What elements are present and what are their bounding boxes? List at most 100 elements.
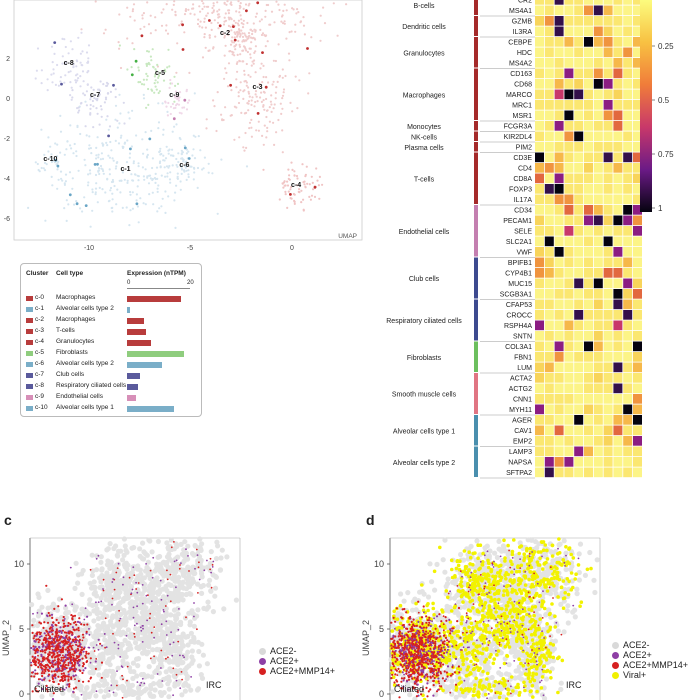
background-cell xyxy=(494,554,500,561)
ace2-cell xyxy=(56,667,59,670)
cell-point xyxy=(207,162,210,165)
cell-point xyxy=(82,92,85,95)
cell-point xyxy=(269,100,272,103)
heatmap-cell xyxy=(584,205,593,215)
heatmap-cell xyxy=(584,331,593,341)
background-cell xyxy=(136,685,142,692)
cell-point xyxy=(179,138,182,141)
ace2-cell xyxy=(175,586,177,589)
cell-point xyxy=(87,181,90,184)
ace2-cell xyxy=(35,638,38,641)
heatmap-cell xyxy=(544,383,554,394)
cell-point xyxy=(90,86,93,89)
cell-point xyxy=(184,8,188,11)
cell-point xyxy=(67,71,70,74)
cell-point xyxy=(59,76,63,79)
background-cell xyxy=(145,598,151,604)
cluster-label: c-4 xyxy=(291,182,301,189)
cell-point xyxy=(95,98,98,101)
ace2-cell xyxy=(57,654,60,657)
cell-point xyxy=(177,152,180,155)
cell-point xyxy=(225,71,228,74)
background-cell xyxy=(78,687,84,693)
background-cell xyxy=(455,624,461,630)
ace2-cell xyxy=(133,636,136,638)
ace2-cell xyxy=(175,679,178,682)
cell-point xyxy=(72,152,75,155)
heatmap-cell xyxy=(633,247,642,257)
ace2-cell xyxy=(67,641,70,644)
cell-point xyxy=(247,74,250,77)
cell-point xyxy=(63,153,66,156)
cell-point xyxy=(40,166,43,170)
background-cell xyxy=(128,606,134,612)
heatmap-cell xyxy=(593,352,603,362)
heatmap-cell xyxy=(593,299,603,310)
heatmap-cell xyxy=(584,5,593,16)
cell-point xyxy=(245,84,248,87)
cell-point xyxy=(97,156,100,159)
cell-point xyxy=(197,18,200,21)
cell-point xyxy=(142,202,145,205)
cell-point xyxy=(53,52,56,56)
cell-point xyxy=(220,113,223,116)
ace2-cell xyxy=(62,672,65,675)
ace2-cell xyxy=(66,646,69,649)
highlight-point xyxy=(172,117,176,121)
heatmap-cell xyxy=(613,404,623,415)
cell-point xyxy=(203,33,206,36)
background-cell xyxy=(115,553,121,559)
background-cell xyxy=(45,587,51,593)
cell-point xyxy=(287,177,290,180)
cluster-cell-type: Alveolar cells type 2 xyxy=(56,360,114,367)
ace2-cell xyxy=(59,626,62,629)
ace2-cell xyxy=(57,669,60,672)
cell-point xyxy=(247,90,250,93)
cell-point xyxy=(284,184,287,187)
heatmap-cell xyxy=(574,163,584,173)
heatmap-cell xyxy=(584,383,593,394)
background-cell xyxy=(118,548,124,554)
cell-point xyxy=(51,184,54,187)
cell-point xyxy=(275,0,278,3)
heatmap-cell xyxy=(633,352,642,362)
cell-point xyxy=(237,31,240,34)
heatmap-cell xyxy=(574,68,584,79)
background-cell xyxy=(113,639,119,645)
background-cell xyxy=(166,554,172,560)
background-cell xyxy=(188,591,194,597)
cell-point xyxy=(174,84,177,87)
heatmap-cell xyxy=(544,457,554,467)
background-cell xyxy=(112,647,118,653)
gene-label: GZMB xyxy=(512,19,533,26)
cell-point xyxy=(230,1,233,4)
cell-point xyxy=(137,69,140,72)
heatmap-cell xyxy=(564,215,574,226)
cell-point xyxy=(137,165,140,168)
cell-point xyxy=(142,175,145,178)
gene-label: CD34 xyxy=(514,208,532,215)
x-tick: -10 xyxy=(84,245,94,252)
cell-point xyxy=(243,89,246,92)
cell-point xyxy=(210,28,213,31)
cell-point xyxy=(180,112,183,115)
ace2-cell xyxy=(97,648,100,651)
cell-point xyxy=(254,30,257,33)
cell-point xyxy=(240,22,243,25)
heatmap-cell xyxy=(554,247,564,257)
panel-c-umap: 10 5 0 UMAP_2 Ciliated IRC xyxy=(1,536,241,700)
background-cell xyxy=(432,587,438,593)
heatmap-cell xyxy=(574,352,584,362)
background-cell xyxy=(143,625,149,631)
gene-label: KIR2DL4 xyxy=(504,134,533,141)
background-cell xyxy=(96,627,102,633)
ace2-cell xyxy=(140,681,143,684)
cell-point xyxy=(158,71,161,74)
ace2-cell xyxy=(70,646,73,649)
ace2-cell xyxy=(37,638,40,641)
heatmap-cell xyxy=(564,16,574,26)
ace2-cell xyxy=(121,674,123,677)
background-cell xyxy=(148,693,154,699)
cell-point xyxy=(104,191,107,194)
cell-point xyxy=(145,106,148,109)
